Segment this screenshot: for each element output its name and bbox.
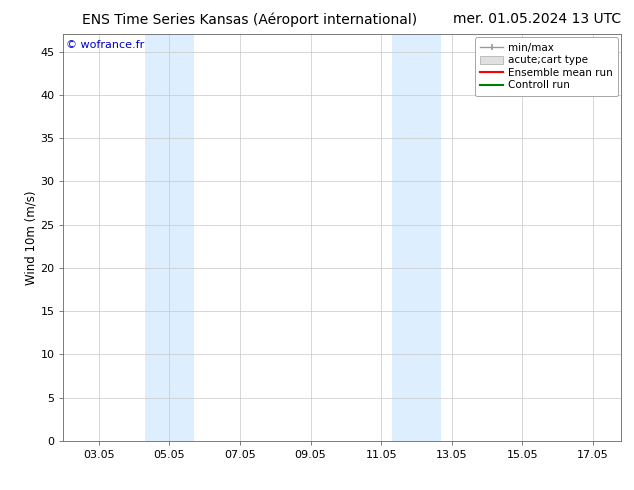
Text: mer. 01.05.2024 13 UTC: mer. 01.05.2024 13 UTC bbox=[453, 12, 621, 26]
Bar bbox=[145, 34, 194, 441]
Bar bbox=[392, 34, 441, 441]
Text: © wofrance.fr: © wofrance.fr bbox=[66, 40, 145, 50]
Y-axis label: Wind 10m (m/s): Wind 10m (m/s) bbox=[25, 191, 37, 285]
Text: ENS Time Series Kansas (Aéroport international): ENS Time Series Kansas (Aéroport interna… bbox=[82, 12, 418, 27]
Legend: min/max, acute;cart type, Ensemble mean run, Controll run: min/max, acute;cart type, Ensemble mean … bbox=[475, 37, 618, 96]
